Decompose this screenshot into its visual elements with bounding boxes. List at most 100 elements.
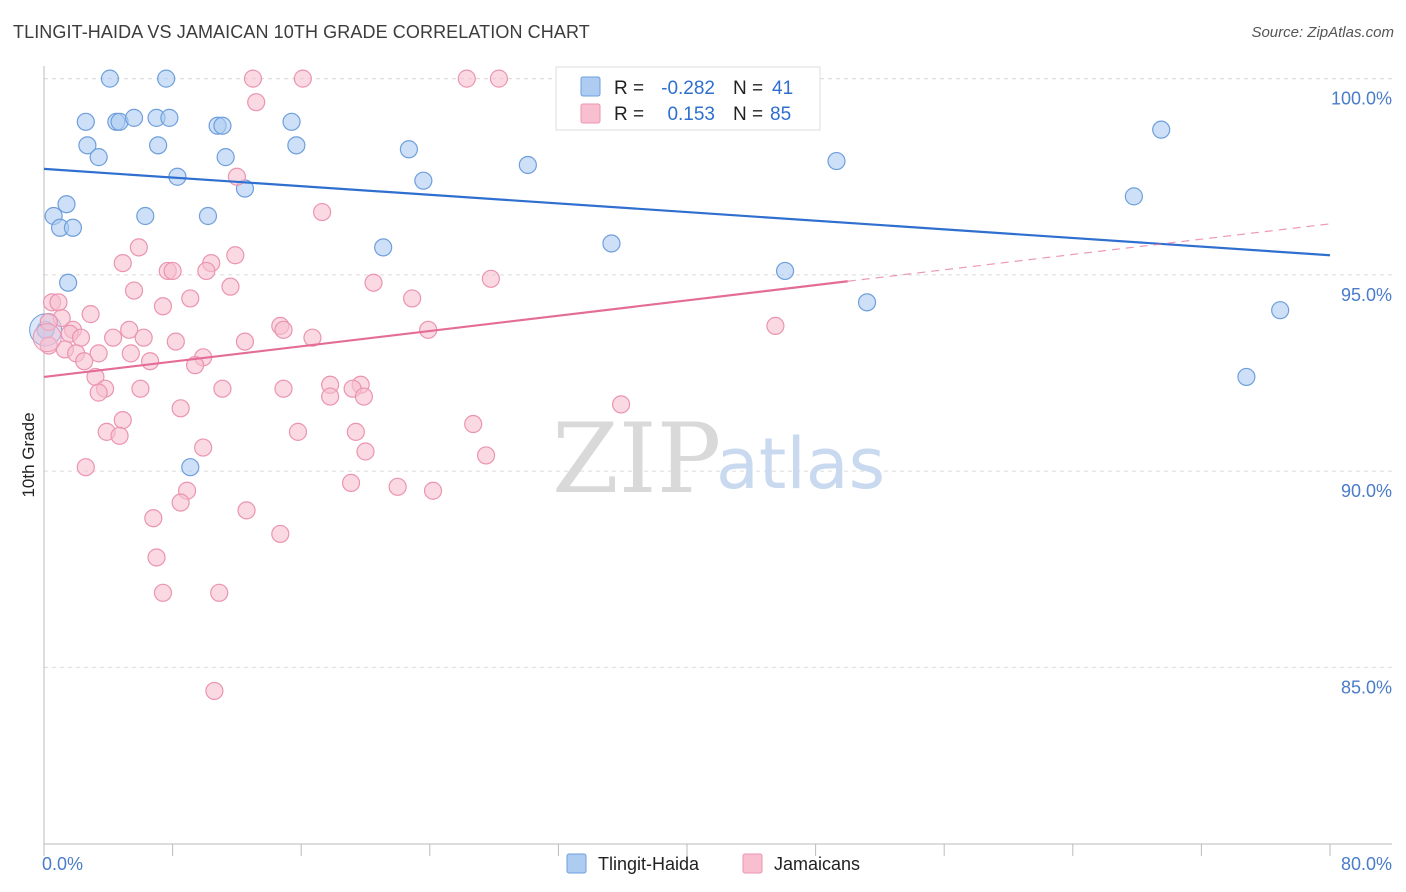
jamaicans-point-19 bbox=[181, 289, 200, 308]
y-axis-label: 10th Grade bbox=[19, 412, 38, 497]
jamaicans-trend-line-extension bbox=[847, 223, 1331, 282]
jamaicans-point-34 bbox=[71, 328, 91, 347]
jamaicans-point-70 bbox=[476, 446, 496, 465]
jamaicans-point-68 bbox=[194, 438, 213, 457]
jamaicans-point-31 bbox=[120, 320, 139, 339]
jamaicans-point-5 bbox=[247, 93, 266, 112]
jamaicans-point-48 bbox=[186, 356, 205, 375]
tlingit-haida-point-31 bbox=[374, 238, 393, 257]
jamaicans-point-80 bbox=[147, 548, 166, 567]
jamaicans-point-62 bbox=[113, 411, 132, 430]
trend-lines bbox=[43, 167, 1331, 379]
tlingit-haida-point-15 bbox=[287, 136, 306, 155]
legend-r-value-1: -0.282 bbox=[661, 78, 715, 99]
grid-lines bbox=[44, 78, 1392, 668]
tlingit-haida-point-17 bbox=[89, 148, 108, 167]
jamaicans-point-13 bbox=[163, 261, 182, 281]
legend-n-value-1: 41 bbox=[772, 78, 793, 99]
legend-swatch-blue bbox=[580, 76, 601, 97]
jamaicans-point-3 bbox=[489, 69, 509, 88]
jamaicans-point-21 bbox=[153, 297, 173, 316]
jamaicans-point-23 bbox=[49, 293, 68, 312]
tlingit-haida-point-14 bbox=[149, 136, 168, 155]
jamaicans-point-14 bbox=[197, 261, 216, 281]
legend-n-value-2: 85 bbox=[770, 104, 791, 125]
jamaicans-point-24 bbox=[81, 305, 100, 324]
tlingit-haida-point-36 bbox=[1271, 301, 1290, 320]
tlingit-haida-point-32 bbox=[602, 234, 621, 253]
tlingit-haida-point-18 bbox=[216, 148, 235, 167]
jamaicans-point-29 bbox=[274, 320, 293, 339]
jamaicans-point-35 bbox=[104, 328, 123, 347]
jamaicans-point-7 bbox=[312, 202, 332, 222]
tlingit-haida-point-39 bbox=[181, 458, 200, 477]
jamaicans-point-0 bbox=[243, 69, 263, 88]
jamaicans-point-1 bbox=[293, 69, 312, 88]
tlingit-haida-point-10 bbox=[213, 116, 232, 135]
jamaicans-cluster-point bbox=[32, 323, 62, 353]
stats-legend: R = -0.282 N = 41 R = 0.153 N = 85 bbox=[555, 66, 821, 131]
tlingit-haida-point-1 bbox=[157, 69, 176, 88]
tlingit-haida-point-19 bbox=[518, 155, 537, 175]
jamaicans-point-17 bbox=[221, 277, 240, 296]
y-axis-tick-labels: 85.0% 90.0% 95.0% 100.0% bbox=[1331, 89, 1392, 698]
jamaicans-point-82 bbox=[210, 583, 229, 602]
jamaicans-point-65 bbox=[110, 426, 129, 445]
jamaicans-point-43 bbox=[89, 344, 108, 363]
tlingit-haida-point-0 bbox=[100, 69, 120, 88]
bottom-legend-swatch-tlingit-haida bbox=[566, 853, 587, 874]
jamaicans-point-60 bbox=[611, 395, 631, 414]
bottom-legend-label-jamaicans: Jamaicans bbox=[774, 854, 860, 874]
jamaicans-point-79 bbox=[271, 524, 290, 544]
jamaicans-point-58 bbox=[354, 387, 373, 406]
jamaicans-point-77 bbox=[237, 501, 256, 520]
y-tick-label-100: 100.0% bbox=[1331, 89, 1392, 109]
tlingit-haida-trend-line bbox=[43, 167, 1331, 257]
jamaicans-point-11 bbox=[113, 254, 132, 273]
jamaicans-point-59 bbox=[321, 387, 340, 406]
legend-r-label-2: R = bbox=[614, 104, 644, 125]
jamaicans-point-37 bbox=[166, 332, 185, 351]
y-tick-label-85: 85.0% bbox=[1341, 677, 1392, 697]
tlingit-haida-point-27 bbox=[136, 206, 155, 226]
tlingit-haida-point-24 bbox=[1124, 187, 1143, 206]
jamaicans-point-38 bbox=[303, 328, 322, 347]
tlingit-haida-point-12 bbox=[1152, 120, 1171, 139]
jamaicans-point-44 bbox=[121, 344, 140, 363]
chart-title: TLINGIT-HAIDA VS JAMAICAN 10TH GRADE COR… bbox=[13, 22, 590, 42]
jamaicans-point-71 bbox=[76, 458, 95, 477]
jamaicans-point-57 bbox=[89, 383, 108, 402]
jamaicans-point-46 bbox=[140, 352, 160, 371]
tlingit-haida-point-25 bbox=[57, 195, 76, 214]
tlingit-haida-point-20 bbox=[827, 151, 846, 171]
jamaicans-point-27 bbox=[766, 316, 785, 335]
legend-swatch-pink bbox=[580, 103, 601, 124]
jamaicans-point-18 bbox=[124, 281, 144, 300]
jamaicans-point-78 bbox=[144, 509, 163, 528]
jamaicans-point-39 bbox=[235, 332, 255, 351]
legend-r-value-2: 0.153 bbox=[667, 104, 715, 125]
tlingit-haida-point-38 bbox=[1237, 367, 1256, 387]
x-tick-label-max: 80.0% bbox=[1341, 854, 1392, 874]
jamaicans-point-61 bbox=[171, 399, 190, 418]
jamaicans-point-66 bbox=[288, 422, 308, 441]
jamaicans-point-54 bbox=[213, 379, 232, 398]
jamaicans-point-15 bbox=[481, 269, 500, 288]
bottom-legend-swatch-jamaicans bbox=[742, 853, 763, 874]
bottom-legend-label-tlingit-haida: Tlingit-Haida bbox=[598, 854, 700, 874]
tlingit-haida-point-16 bbox=[399, 140, 419, 159]
tlingit-haida-point-30 bbox=[63, 218, 83, 237]
jamaicans-point-20 bbox=[403, 289, 422, 308]
x-tick-label-min: 0.0% bbox=[42, 854, 83, 874]
legend-n-label-1: N = bbox=[733, 78, 763, 99]
jamaicans-point-74 bbox=[423, 481, 443, 500]
tlingit-haida-point-13 bbox=[78, 136, 97, 155]
tlingit-haida-point-11 bbox=[282, 112, 301, 131]
tlingit-haida-point-8 bbox=[160, 108, 179, 127]
legend-n-label-2: N = bbox=[733, 104, 763, 125]
series-legend: Tlingit-Haida Jamaicans bbox=[566, 853, 860, 874]
jamaicans-point-36 bbox=[134, 328, 153, 347]
jamaicans-trend-line bbox=[43, 280, 848, 379]
jamaicans-point-73 bbox=[388, 477, 407, 496]
